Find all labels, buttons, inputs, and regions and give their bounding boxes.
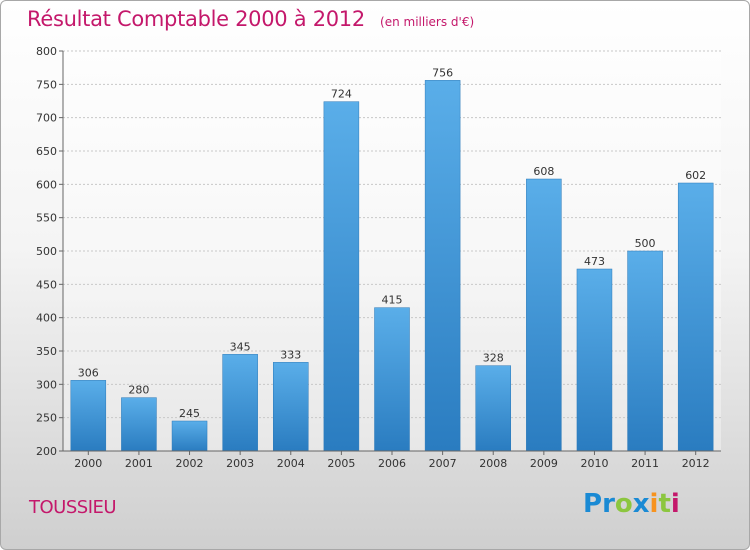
bar-value-label: 328: [483, 352, 504, 365]
logo-letter: t: [658, 489, 671, 519]
bar: [424, 80, 461, 452]
bar: [70, 380, 107, 452]
x-tick-label: 2007: [429, 457, 457, 470]
y-tick-label: 350: [36, 345, 57, 358]
bars: 306 280 245 345 333 724 415 756 328 608 473 500 602: [70, 66, 714, 452]
bar-value-label: 280: [128, 384, 149, 397]
bar-value-label: 473: [584, 255, 605, 268]
bar-value-label: 245: [179, 407, 200, 420]
x-tick-label: 2008: [479, 457, 507, 470]
y-tick-label: 250: [36, 412, 57, 425]
logo-letter: r: [602, 489, 615, 519]
bar-value-label: 608: [533, 165, 554, 178]
bar-value-label: 500: [635, 237, 656, 250]
y-tick-label: 650: [36, 145, 57, 158]
bar: [222, 354, 258, 452]
bar: [171, 420, 208, 452]
y-tick-label: 200: [36, 445, 57, 458]
axes: 200 250 300 350 400 450 500 550 600 650 700 750 800 2…: [36, 45, 721, 470]
bar: [627, 250, 663, 452]
y-tick-label: 550: [36, 212, 57, 225]
bar: [121, 397, 157, 452]
x-tick-label: 2001: [125, 457, 153, 470]
bar: [677, 182, 714, 452]
bar-value-label: 333: [280, 348, 301, 361]
y-tick-label: 600: [36, 178, 57, 191]
bar: [323, 101, 360, 452]
chart-subtitle: (en milliers d'€): [380, 15, 475, 29]
y-tick-label: 800: [36, 45, 57, 58]
chart-title: Résultat Comptable 2000 à 2012: [27, 7, 365, 31]
x-tick-label: 2004: [277, 457, 305, 470]
title-row: Résultat Comptable 2000 à 2012 (en milli…: [27, 7, 474, 31]
y-tick-label: 750: [36, 78, 57, 91]
x-tick-label: 2002: [176, 457, 204, 470]
bar-value-label: 415: [382, 294, 403, 307]
x-tick-label: 2012: [682, 457, 710, 470]
proxiti-logo: Proxiti: [583, 489, 680, 519]
place-name: TOUSSIEU: [29, 497, 117, 518]
x-tick-label: 2006: [378, 457, 406, 470]
x-tick-label: 2005: [327, 457, 355, 470]
y-tick-label: 400: [36, 312, 57, 325]
bar: [526, 178, 562, 452]
logo-letter: o: [614, 489, 633, 519]
bar-value-label: 756: [432, 66, 453, 79]
bar-value-label: 306: [78, 366, 99, 379]
x-tick-label: 2000: [74, 457, 102, 470]
x-tick-label: 2010: [580, 457, 608, 470]
bar: [374, 307, 410, 452]
logo-letter: P: [583, 489, 603, 519]
y-tick-label: 500: [36, 245, 57, 258]
logo-letter: i: [670, 489, 680, 519]
bar-value-label: 345: [230, 340, 251, 353]
bar: [273, 362, 309, 452]
y-tick-label: 700: [36, 112, 57, 125]
logo-letter: i: [649, 489, 659, 519]
logo-letter: x: [632, 489, 650, 519]
bar-value-label: 724: [331, 88, 352, 101]
y-tick-label: 300: [36, 378, 57, 391]
x-tick-label: 2011: [631, 457, 659, 470]
y-tick-label: 450: [36, 278, 57, 291]
x-tick-label: 2003: [226, 457, 254, 470]
bar-value-label: 602: [685, 169, 706, 182]
x-tick-label: 2009: [530, 457, 558, 470]
bar: [576, 268, 613, 452]
bar: [475, 365, 511, 452]
